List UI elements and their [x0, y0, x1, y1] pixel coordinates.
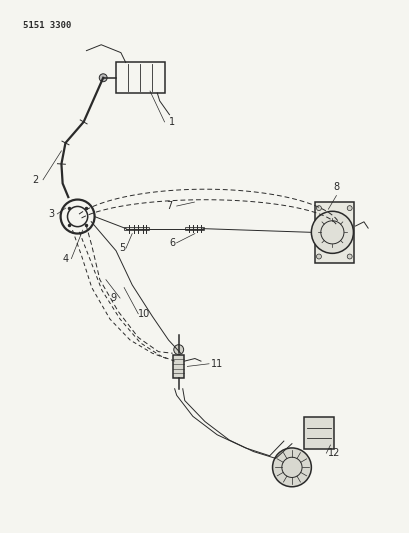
Circle shape — [99, 74, 107, 82]
Circle shape — [272, 448, 310, 487]
Circle shape — [346, 206, 351, 211]
Text: 6: 6 — [169, 238, 175, 248]
Circle shape — [316, 254, 321, 259]
Text: 5: 5 — [119, 243, 125, 253]
Text: 10: 10 — [138, 309, 150, 319]
Bar — [116, 62, 164, 93]
Text: 11: 11 — [211, 359, 223, 369]
Text: 2: 2 — [32, 175, 38, 185]
Circle shape — [316, 206, 321, 211]
Text: 5151 3300: 5151 3300 — [22, 21, 71, 30]
Circle shape — [310, 211, 353, 253]
Circle shape — [346, 254, 351, 259]
Circle shape — [173, 345, 183, 354]
Text: 8: 8 — [333, 182, 339, 191]
Text: 7: 7 — [166, 201, 172, 211]
Text: 1: 1 — [168, 117, 174, 127]
Text: 3: 3 — [48, 209, 54, 219]
Bar — [315, 202, 353, 263]
Bar — [303, 417, 334, 449]
Text: 4: 4 — [62, 254, 68, 264]
Bar — [173, 354, 184, 378]
Text: 12: 12 — [328, 448, 340, 458]
Text: 9: 9 — [110, 293, 116, 303]
